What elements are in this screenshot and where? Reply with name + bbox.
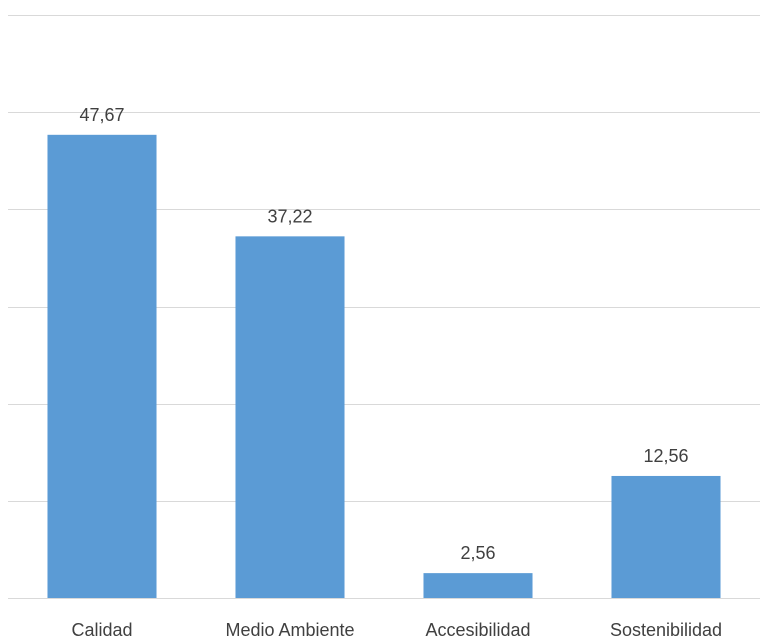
category-label: Medio Ambiente — [225, 620, 354, 639]
bars — [47, 134, 721, 598]
category-labels: Calidad Medio Ambiente Accesibilidad Sosten… — [71, 620, 722, 639]
category-label: Sostenibilidad — [610, 620, 722, 639]
data-label: 2,56 — [460, 543, 495, 563]
data-label: 12,56 — [643, 446, 688, 466]
data-label: 47,67 — [79, 105, 124, 125]
bar-accesibilidad — [423, 573, 533, 598]
category-label: Accesibilidad — [425, 620, 530, 639]
data-labels: 47,67 37,22 2,56 12,56 — [79, 105, 688, 563]
bar-medio-ambiente — [235, 236, 345, 598]
bar-calidad — [47, 134, 157, 598]
category-label: Calidad — [71, 620, 132, 639]
data-label: 37,22 — [267, 206, 312, 226]
bar-sostenibilidad — [611, 475, 721, 598]
